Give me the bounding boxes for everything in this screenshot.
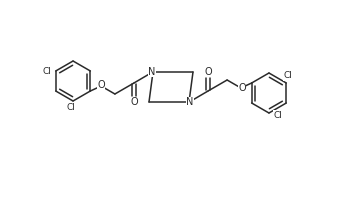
Text: O: O (97, 80, 105, 90)
Text: Cl: Cl (284, 71, 293, 80)
Text: Cl: Cl (42, 66, 51, 75)
Text: Cl: Cl (274, 111, 282, 120)
Text: Cl: Cl (67, 102, 76, 111)
Text: N: N (186, 97, 194, 107)
Text: O: O (238, 83, 246, 93)
Text: O: O (130, 97, 138, 107)
Text: N: N (148, 67, 156, 77)
Text: O: O (204, 67, 212, 77)
